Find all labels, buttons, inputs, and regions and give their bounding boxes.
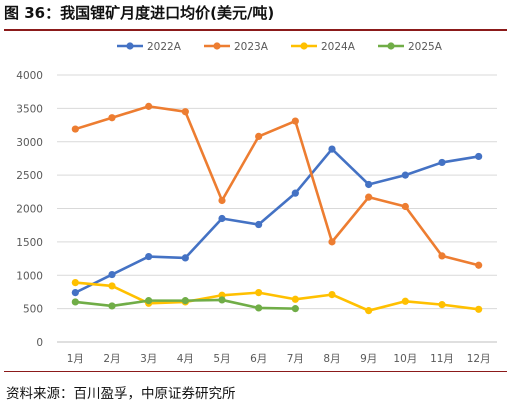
data-point [255,304,263,312]
x-tick-label: 8月 [323,353,340,365]
data-point [475,305,483,313]
series-line-2024A [75,281,479,312]
x-tick-label: 10月 [393,353,417,365]
figure-title: 图 36：我国锂矿月度进口均价(美元/吨) [4,4,275,22]
x-tick-label: 2月 [103,353,120,365]
legend-item-2025A: 2025A [378,41,443,53]
data-point [365,307,373,315]
x-tick-label: 1月 [67,353,84,365]
data-point [181,108,189,116]
x-tick-label: 11月 [430,353,454,365]
data-point [291,189,299,197]
series-2023A [71,102,483,269]
data-point [71,125,79,133]
y-tick-label: 2500 [16,170,43,182]
data-point [108,282,116,290]
series-2025A [71,296,299,313]
y-tick-label: 2000 [16,204,43,216]
y-tick-label: 1500 [16,237,43,249]
legend-item-2022A: 2022A [117,41,182,53]
y-tick-label: 4000 [16,70,43,82]
y-tick-label: 1000 [16,270,43,282]
data-point [438,301,446,309]
y-tick-label: 3500 [16,103,43,115]
legend-swatch-marker [213,42,221,50]
data-point [71,278,79,287]
data-point [145,102,153,110]
series-line-2023A [74,105,479,267]
legend-swatch-marker [126,42,134,50]
series-2022A [71,145,483,297]
data-point [255,289,263,297]
data-point [108,302,116,310]
x-tick-label: 3月 [140,353,157,365]
data-point [218,214,226,223]
data-point [401,297,409,305]
legend-label: 2025A [408,41,443,53]
x-tick-label: 9月 [360,353,377,365]
data-point [255,220,263,229]
data-point [438,252,446,260]
data-point [108,114,116,122]
chart-series [71,102,483,315]
x-tick-label: 4月 [177,353,194,365]
data-point [108,270,116,279]
source-note: 资料来源：百川盈孚，中原证券研究所 [6,386,236,402]
y-tick-label: 0 [36,337,43,349]
legend-label: 2024A [321,41,356,53]
data-point [291,295,299,303]
source-rule [4,371,507,372]
y-tick-label: 500 [23,304,43,316]
data-point [145,252,153,261]
x-axis: 1月 2月 3月 4月 5月 6月 7月 8月 9月 10月 11月 12月 [67,353,491,365]
series-line-2022A [74,147,479,294]
chart-legend: 2022A 2023A 2024A 2025A [117,41,443,53]
title-rule [4,29,507,31]
legend-item-2023A: 2023A [204,41,269,53]
legend-label: 2022A [147,41,182,53]
data-point [218,296,226,304]
legend-swatch-marker [300,42,308,50]
data-point [181,297,189,305]
data-point [181,254,189,262]
data-point [255,132,263,141]
data-point [291,117,299,125]
line-chart: 2022A 2023A 2024A 2025A 0 500 1000 1500 2000 250… [16,41,497,365]
data-point [365,193,373,201]
data-point [218,196,226,205]
y-tick-label: 3000 [16,137,43,149]
data-point [438,158,446,167]
x-tick-label: 7月 [287,353,304,365]
data-point [475,261,483,269]
data-point [291,305,299,313]
data-point [365,180,373,189]
y-axis: 0 500 1000 1500 2000 2500 3000 3500 4000 [16,70,43,349]
data-point [328,145,336,153]
legend-swatch-marker [387,42,395,50]
data-point [328,291,336,299]
data-point [328,238,336,246]
data-point [71,298,79,306]
data-point [401,202,409,211]
x-tick-label: 5月 [213,353,230,365]
data-point [71,289,79,297]
x-tick-label: 12月 [467,353,491,365]
x-tick-label: 6月 [250,353,267,365]
data-point [401,171,409,179]
legend-item-2024A: 2024A [291,41,356,53]
data-point [145,297,153,305]
data-point [475,152,483,161]
legend-label: 2023A [234,41,269,53]
